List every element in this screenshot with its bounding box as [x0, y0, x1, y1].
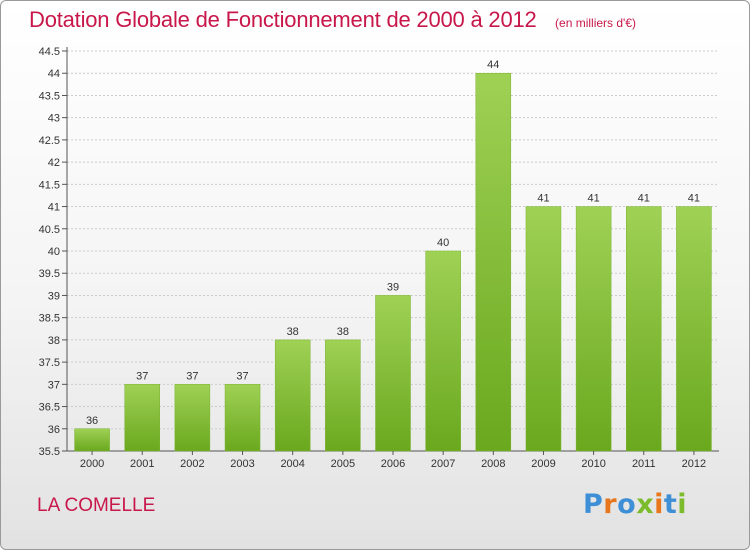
bar-2003: [224, 384, 261, 452]
value-label: 37: [186, 370, 198, 382]
proxiti-logo: Proxiti: [583, 489, 687, 520]
value-label: 37: [236, 370, 248, 382]
bar-2011: [626, 206, 662, 452]
bar-2005: [325, 339, 361, 452]
y-tick-label: 35.5: [39, 446, 60, 458]
chart-unit: (en milliers d'€): [555, 16, 637, 30]
y-tick-label: 37.5: [39, 357, 60, 369]
logo-letter: t: [663, 489, 678, 520]
bar-2001: [124, 384, 160, 452]
bar-2012: [676, 206, 712, 452]
value-label: 38: [287, 326, 299, 338]
y-tick-label: 40: [48, 246, 60, 258]
x-tick-label: 2004: [280, 458, 304, 470]
value-label: 41: [688, 193, 700, 205]
y-tick-label: 38: [48, 335, 60, 347]
x-tick-label: 2001: [130, 458, 154, 470]
bar-2008: [475, 72, 512, 452]
logo-letter: o: [617, 489, 637, 520]
value-label: 37: [136, 370, 148, 382]
value-label: 41: [537, 193, 549, 205]
y-tick-label: 44: [48, 68, 60, 80]
bar-2010: [575, 206, 612, 452]
x-tick-label: 2002: [180, 458, 204, 470]
bar-2009: [525, 206, 562, 452]
x-tick-label: 2009: [531, 458, 555, 470]
bar-2007: [425, 250, 461, 452]
value-label: 36: [86, 415, 98, 427]
y-tick-label: 36: [48, 424, 60, 436]
x-tick-label: 2006: [381, 458, 405, 470]
bars: [74, 72, 712, 452]
chart-title: Dotation Globale de Fonctionnement de 20…: [29, 7, 537, 32]
y-tick-label: 36.5: [39, 402, 60, 414]
y-tick-label: 43: [48, 113, 60, 125]
bar-2002: [174, 384, 211, 452]
x-tick-label: 2010: [581, 458, 605, 470]
title-row: Dotation Globale de Fonctionnement de 20…: [29, 7, 636, 33]
logo-letter: P: [583, 489, 604, 520]
y-axis-ticks: 35.5 36 36.5 37 37.5 38 38.5 39 39.5 40 40.5 41 41.5…: [39, 46, 67, 458]
bar-2004: [274, 339, 311, 452]
y-tick-label: 38.5: [39, 313, 60, 325]
logo-letter: x: [636, 489, 655, 520]
value-label: 41: [587, 193, 599, 205]
y-tick-label: 37: [48, 379, 60, 391]
y-tick-label: 43.5: [39, 90, 60, 102]
bar-2006: [375, 295, 411, 452]
value-labels: 36 37 37 37 38 38 39 40 44 41 41 41 41: [86, 59, 700, 427]
y-tick-label: 42.5: [39, 135, 60, 147]
x-tick-label: 2007: [431, 458, 455, 470]
y-tick-label: 40.5: [39, 224, 60, 236]
logo-letter: i: [677, 489, 688, 520]
y-tick-label: 41.5: [39, 179, 60, 191]
value-label: 38: [337, 326, 349, 338]
x-tick-label: 2000: [80, 458, 104, 470]
y-tick-label: 41: [48, 202, 60, 214]
y-tick-label: 39: [48, 290, 60, 302]
value-label: 40: [437, 237, 449, 249]
x-tick-label: 2003: [230, 458, 254, 470]
logo-letter: i: [654, 489, 664, 520]
value-label: 41: [638, 193, 650, 205]
y-tick-label: 42: [48, 157, 60, 169]
x-tick-label: 2012: [682, 458, 706, 470]
bar-2000: [74, 428, 110, 452]
logo-letter: r: [603, 489, 618, 520]
y-tick-label: 39.5: [39, 268, 60, 280]
x-tick-label: 2005: [331, 458, 355, 470]
value-label: 39: [387, 281, 399, 293]
x-tick-label: 2011: [632, 458, 656, 470]
place-name: LA COMELLE: [37, 495, 156, 516]
x-axis-ticks: 2000 2001 2002 2003 2004 2005 2006 2007 2008 2009…: [80, 451, 706, 470]
y-tick-label: 44.5: [39, 46, 60, 58]
x-tick-label: 2008: [481, 458, 505, 470]
value-label: 44: [487, 59, 499, 71]
